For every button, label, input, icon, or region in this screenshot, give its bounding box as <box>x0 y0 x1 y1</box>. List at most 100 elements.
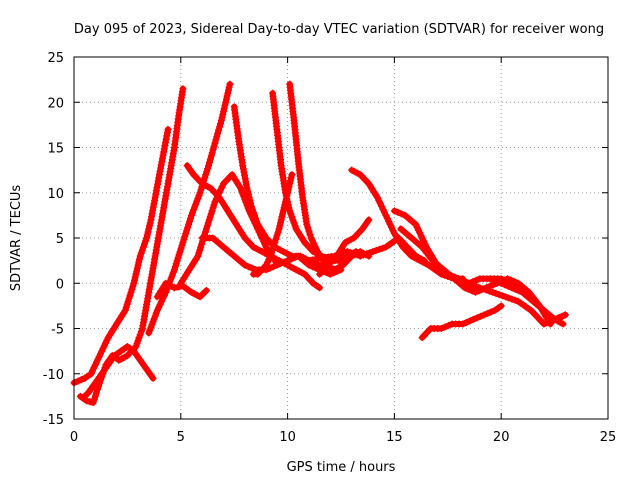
data-point-marker <box>445 322 452 329</box>
x-tick-label: 0 <box>70 430 78 445</box>
data-point-marker <box>217 120 224 128</box>
data-point-marker <box>156 300 164 308</box>
data-point-marker <box>497 275 505 283</box>
data-point-marker <box>203 168 211 176</box>
data-point-marker <box>340 249 348 257</box>
data-point-marker <box>177 245 185 253</box>
data-point-marker <box>196 246 204 254</box>
data-point-marker <box>187 214 194 222</box>
data-point-marker <box>463 279 471 287</box>
data-point-marker <box>447 274 455 282</box>
data-point-marker <box>83 397 91 405</box>
data-point-marker <box>143 234 151 242</box>
data-point-marker <box>145 225 153 233</box>
data-point-marker <box>267 252 274 260</box>
data-point-marker <box>284 257 292 265</box>
data-point-marker <box>143 231 151 239</box>
data-point-marker <box>269 245 277 253</box>
data-point-marker <box>182 230 190 237</box>
data-point-marker <box>160 291 168 299</box>
data-point-marker <box>89 367 96 375</box>
data-point-marker <box>441 271 449 279</box>
data-point-marker <box>477 312 485 320</box>
data-point-marker <box>359 251 367 259</box>
data-point-marker <box>276 222 284 230</box>
data-point-marker <box>205 162 213 170</box>
data-point-marker <box>205 216 213 224</box>
data-point-marker <box>380 208 388 216</box>
y-tick-label: 10 <box>47 187 64 202</box>
data-point-marker <box>386 220 394 228</box>
data-point-marker <box>197 186 205 194</box>
data-point-marker <box>89 399 97 407</box>
data-point-marker <box>130 279 138 287</box>
data-point-marker <box>486 287 493 295</box>
data-point-marker <box>372 246 380 254</box>
data-point-marker <box>280 258 288 266</box>
data-point-marker <box>137 249 145 257</box>
data-point-marker <box>170 266 178 274</box>
data-point-marker <box>375 245 383 253</box>
data-point-marker <box>170 284 178 292</box>
data-point-marker <box>554 314 562 322</box>
data-point-marker <box>273 261 281 269</box>
data-point-marker <box>128 285 136 293</box>
data-point-marker <box>373 193 381 201</box>
data-point-marker <box>492 289 500 297</box>
data-point-marker <box>158 297 166 305</box>
data-point-marker <box>466 280 474 288</box>
data-point-marker <box>127 288 135 296</box>
data-point-marker <box>141 240 148 248</box>
data-point-marker <box>508 295 516 303</box>
data-point-marker <box>216 123 224 131</box>
data-point-marker <box>469 315 477 323</box>
data-point-marker <box>331 252 339 260</box>
data-point-marker <box>280 204 288 212</box>
data-point-marker <box>176 248 184 256</box>
data-point-marker <box>551 315 559 323</box>
data-point-marker <box>363 250 371 258</box>
data-point-marker <box>356 252 364 260</box>
data-point-marker <box>286 177 294 185</box>
data-point-marker <box>74 377 82 385</box>
data-point-marker <box>326 270 334 278</box>
data-point-marker <box>194 252 202 260</box>
data-point-marker <box>202 171 210 179</box>
data-point-marker <box>202 287 210 294</box>
data-point-marker <box>196 189 204 197</box>
data-point-marker <box>186 217 194 225</box>
data-point-marker <box>239 162 247 170</box>
data-point-marker <box>203 222 211 230</box>
data-point-marker <box>159 294 167 302</box>
data-point-marker <box>275 225 283 233</box>
data-point-marker <box>489 281 497 289</box>
data-point-marker <box>290 219 298 227</box>
data-point-marker <box>124 297 132 305</box>
data-point-marker <box>135 258 143 266</box>
data-point-marker <box>164 125 172 133</box>
data-point-marker <box>484 309 492 317</box>
data-point-marker <box>90 364 98 372</box>
data-point-marker <box>394 208 402 216</box>
data-point-marker <box>222 95 230 103</box>
data-point-marker <box>288 213 296 221</box>
data-point-marker <box>378 202 386 210</box>
data-point-marker <box>501 276 509 284</box>
data-point-marker <box>558 312 566 320</box>
data-point-marker <box>495 291 503 299</box>
data-point-marker <box>225 86 232 94</box>
data-point-marker <box>383 214 391 222</box>
data-point-marker <box>155 171 163 179</box>
data-point-marker <box>142 237 150 245</box>
data-point-marker <box>543 319 551 327</box>
data-point-marker <box>252 214 260 222</box>
data-point-marker <box>138 246 146 254</box>
data-point-marker <box>202 225 210 233</box>
data-point-marker <box>139 243 147 251</box>
data-point-marker <box>274 228 282 236</box>
data-point-marker <box>134 337 142 345</box>
data-point-marker <box>173 257 181 265</box>
data-point-marker <box>498 292 506 300</box>
data-point-marker <box>220 107 227 115</box>
data-point-marker <box>208 149 216 157</box>
